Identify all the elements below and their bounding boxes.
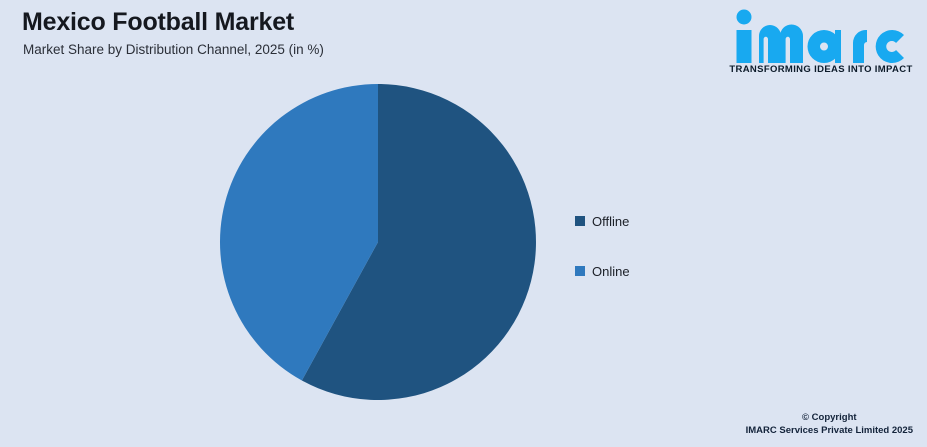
pie-chart bbox=[219, 84, 536, 400]
copyright-line-2: IMARC Services Private Limited 2025 bbox=[745, 425, 913, 436]
legend-item-online[interactable]: Online bbox=[575, 246, 725, 296]
legend-swatch-online bbox=[575, 266, 585, 276]
imarc-wordmark-icon bbox=[736, 9, 904, 64]
pie-slice-online[interactable] bbox=[219, 84, 378, 381]
chart-legend: Offline Online bbox=[575, 196, 725, 296]
copyright-footer: © Copyright IMARC Services Private Limit… bbox=[746, 411, 913, 437]
imarc-logo: TRANSFORMING IDEAS INTO IMPACT bbox=[723, 6, 919, 84]
legend-item-offline[interactable]: Offline bbox=[575, 196, 725, 246]
legend-swatch-offline bbox=[575, 216, 585, 226]
page-title: Mexico Football Market bbox=[22, 8, 295, 36]
copyright-line-1: © Copyright bbox=[802, 412, 857, 423]
legend-label-online: Online bbox=[592, 263, 630, 279]
legend-label-offline: Offline bbox=[592, 213, 630, 229]
page-subtitle: Market Share by Distribution Channel, 20… bbox=[23, 42, 324, 57]
logo-tagline: TRANSFORMING IDEAS INTO IMPACT bbox=[729, 64, 913, 75]
pie-slice-offline[interactable] bbox=[301, 84, 536, 400]
